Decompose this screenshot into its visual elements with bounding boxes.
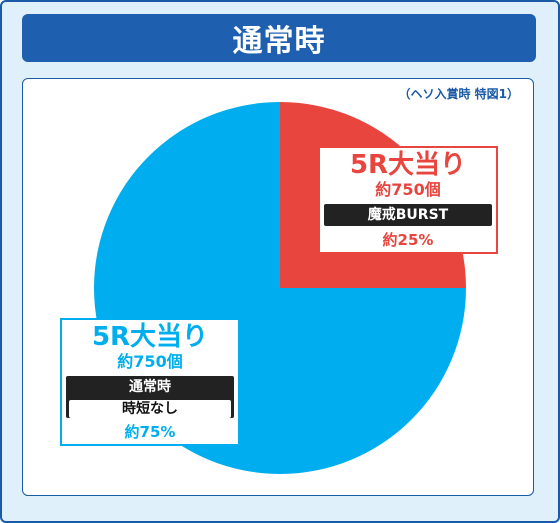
blue-slice-percent: 約75%: [124, 423, 176, 441]
blue-slice-tag: 通常時: [129, 379, 171, 395]
red-slice-sub: 約750個: [375, 180, 441, 199]
red-slice-name: 5R大当り: [349, 150, 467, 180]
blue-slice-name: 5R大当り: [91, 322, 209, 352]
label-box-red: 5R大当り 約750個 魔戒BURST 約25%: [318, 146, 498, 254]
title-text: 通常時: [232, 24, 326, 59]
red-slice-tag: 魔戒BURST: [324, 204, 492, 226]
red-slice-percent: 約25%: [382, 231, 434, 249]
blue-slice-tag2: 時短なし: [69, 400, 231, 418]
label-box-blue: 5R大当り 約750個 通常時 時短なし 約75%: [60, 318, 240, 446]
blue-slice-tag-block: 通常時 時短なし: [66, 376, 234, 418]
note-text: （ヘソ入賞時 特図1）: [398, 87, 519, 101]
page-title: 通常時: [22, 14, 536, 62]
blue-slice-sub: 約750個: [117, 352, 183, 371]
